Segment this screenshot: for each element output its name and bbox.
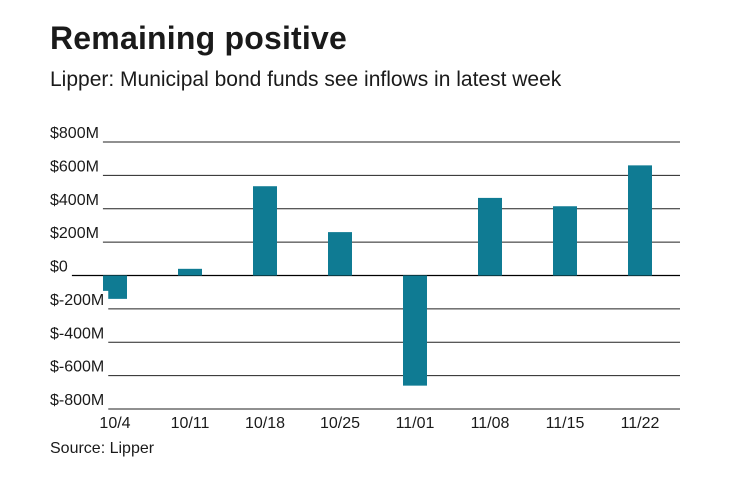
- y-tick-label-backdrop: [48, 391, 109, 410]
- x-tick-label: 10/4: [99, 415, 130, 432]
- x-tick-label: 11/15: [546, 415, 585, 432]
- y-tick-label-backdrop: [48, 190, 103, 210]
- x-axis-labels: 10/4 10/11 10/18 10/25 11/01 11/08 11/15 11/22: [99, 415, 659, 432]
- y-tick-label-backdrop: [48, 324, 109, 344]
- x-tick-label: 10/11: [171, 415, 210, 432]
- bar-10-4: [103, 275, 127, 299]
- y-tick-label: $-200M: [50, 292, 104, 309]
- chart-title: Remaining positive: [50, 20, 347, 56]
- y-tick-label-backdrop: [48, 257, 72, 277]
- y-tick-label: $600M: [50, 158, 99, 175]
- x-tick-label: 11/01: [396, 415, 435, 432]
- bar-11-22: [628, 165, 652, 276]
- y-tick-label: $-800M: [50, 392, 104, 409]
- y-tick-label: $-400M: [50, 325, 104, 342]
- bar-10-18: [253, 186, 277, 276]
- gridlines: [50, 141, 680, 410]
- bar-11-08: [478, 197, 502, 276]
- bar-10-25: [328, 232, 352, 276]
- bars: [103, 165, 652, 386]
- y-tick-label-backdrop: [48, 157, 103, 177]
- x-tick-label: 11/22: [621, 415, 660, 432]
- y-tick-label: $400M: [50, 192, 99, 209]
- y-tick-label-backdrop: [48, 224, 103, 244]
- y-tick-label-backdrop: [48, 124, 103, 143]
- y-tick-label-backdrop: [48, 357, 109, 377]
- y-tick-label: $800M: [50, 125, 99, 142]
- x-tick-label: 10/18: [245, 415, 285, 432]
- chart-subtitle: Lipper: Municipal bond funds see inflows…: [50, 68, 562, 91]
- y-tick-label-backdrop: [48, 290, 109, 310]
- bar-11-01: [403, 275, 427, 386]
- y-tick-label: $200M: [50, 225, 99, 242]
- bar-10-11: [178, 268, 202, 276]
- x-tick-label: 10/25: [320, 415, 360, 432]
- y-tick-label: $-600M: [50, 359, 104, 376]
- bar-11-15: [553, 206, 577, 276]
- x-tick-label: 11/08: [471, 415, 510, 432]
- y-axis-labels: $800M $600M $400M $200M $0 $-200M $-400M $-600M…: [48, 124, 109, 410]
- source-note: Source: Lipper: [50, 440, 155, 457]
- y-tick-label: $0: [50, 259, 68, 276]
